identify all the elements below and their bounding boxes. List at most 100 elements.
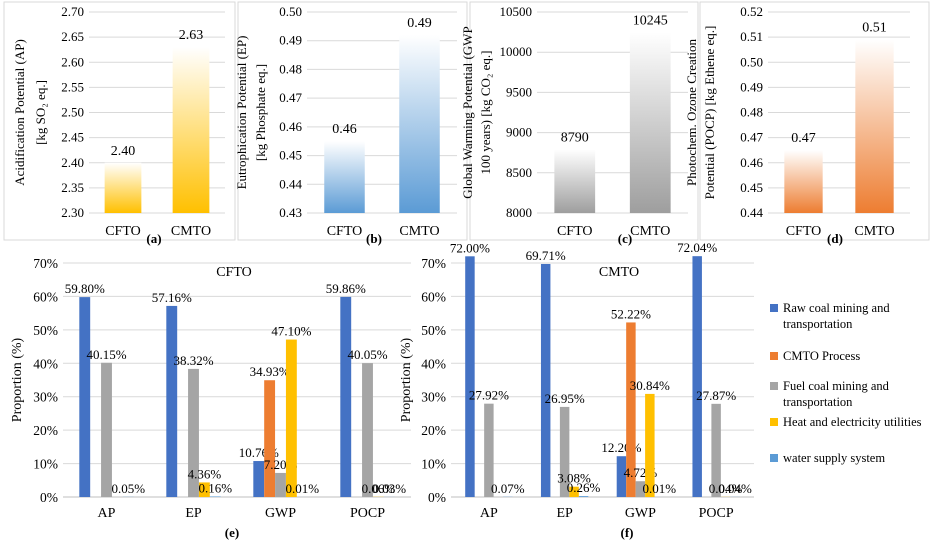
bar [629, 32, 671, 213]
x-tick-label: POCP [699, 506, 734, 521]
bar [362, 363, 373, 497]
y-axis-title: [kg SO₂ eq.] [33, 80, 48, 145]
y-tick-label: 60% [421, 289, 446, 304]
panel-label: (d) [827, 231, 843, 246]
y-tick-label: 60% [33, 289, 58, 304]
data-label: 0.07% [491, 481, 525, 496]
legend-swatch-raw-coal [770, 304, 778, 312]
legend-swatch-water-supply [770, 454, 778, 462]
data-label: 40.05% [347, 347, 387, 362]
bar [484, 403, 494, 497]
y-tick-label: 2.30 [61, 205, 84, 220]
legend-item-fuel-coal: Fuel coal mining and transportation [770, 378, 942, 414]
y-tick-label: 20% [33, 423, 58, 438]
bar [692, 256, 702, 497]
y-tick-label: 0.45 [279, 148, 302, 163]
panel-frame [237, 1, 468, 241]
y-axis-title: Proportion (%) [10, 337, 25, 422]
y-tick-label: 30% [421, 390, 446, 405]
x-tick-label: AP [98, 506, 116, 521]
data-label: 59.80% [65, 281, 105, 296]
legend-swatch-cmto-process [770, 352, 778, 360]
bar [324, 141, 365, 213]
legend-label-heat-electricity: Heat and electricity utilities [783, 415, 922, 429]
legend-item-water-supply: water supply system [770, 450, 942, 468]
x-tick-label: CFTO [105, 224, 141, 239]
y-tick-label: 0.46 [740, 155, 763, 170]
legend-swatch-heat-electricity [770, 418, 778, 426]
bar [172, 47, 210, 213]
chart-f: 0% 10% 20% 30% 40% 50% 60% 70% 72.00% 27.92% 0.07%… [399, 240, 754, 540]
x-tick-label: CMTO [854, 224, 894, 239]
y-tick-label: 30% [33, 390, 58, 405]
data-label: 10245 [633, 14, 668, 29]
y-tick-label: 2.65 [61, 29, 84, 44]
y-tick-label: 0.46 [279, 119, 302, 134]
data-label: 2.63 [179, 28, 204, 43]
panel-label: (b) [366, 231, 382, 246]
legend-item-raw-coal: Raw coal mining and transportation [770, 300, 942, 348]
x-tick-label: CFTO [786, 224, 822, 239]
y-axis-title: Global Warming Potential (GWP [460, 26, 475, 198]
data-label: 0.01% [643, 481, 677, 496]
y-tick-label: 0.50 [279, 4, 302, 19]
data-label: 47.10% [271, 324, 311, 339]
y-axis-title: Proportion (%) [399, 337, 414, 422]
bar [264, 380, 276, 497]
y-tick-label: 0.47 [279, 90, 302, 105]
y-tick-label: 0.50 [740, 54, 763, 69]
bar [559, 406, 570, 497]
data-label: 0.46 [332, 122, 357, 137]
x-tick-label: GWP [625, 506, 656, 521]
y-tick-label: 2.40 [61, 155, 84, 170]
data-label: 57.16% [152, 290, 192, 305]
bar [578, 496, 589, 497]
y-tick-label: 70% [421, 256, 446, 271]
bar [104, 162, 142, 213]
y-tick-label: 0.48 [740, 105, 763, 120]
data-label: 0.04% [718, 481, 752, 496]
bar [635, 481, 646, 497]
y-tick-label: 2.70 [61, 4, 84, 19]
y-tick-label: 0.52 [740, 4, 763, 19]
y-tick-label: 0.49 [740, 79, 763, 94]
bar [540, 263, 551, 497]
y-tick-label: 10% [33, 457, 58, 472]
legend-swatch-fuel-coal [770, 382, 778, 390]
panel-label: (f) [621, 525, 634, 540]
y-axis-title: Eutrophication Potential (EP) [234, 36, 249, 190]
y-tick-label: 10% [421, 457, 446, 472]
bar [465, 256, 475, 497]
data-label: 26.95% [545, 391, 585, 406]
y-tick-label: 2.55 [61, 79, 84, 94]
data-label: 0.01% [285, 481, 319, 496]
x-tick-label: POCP [350, 506, 385, 521]
data-label: 72.04% [677, 240, 717, 255]
legend: Raw coal mining and transportation CMTO … [770, 300, 942, 468]
panel-label: (e) [225, 525, 239, 540]
bar [198, 482, 210, 497]
bar [784, 150, 823, 213]
legend-item-heat-electricity: Heat and electricity utilities [770, 414, 942, 450]
y-tick-label: 8500 [506, 165, 532, 180]
data-label: 72.00% [450, 240, 490, 255]
data-label: 4.36% [188, 466, 222, 481]
chart-e: 0% 10% 20% 30% 40% 50% 60% 70% 59.80% 40.15% 0.05%… [10, 256, 411, 540]
data-label: 40.15% [86, 347, 126, 362]
y-tick-label: 0% [428, 490, 446, 505]
data-label: 69.71% [526, 248, 566, 263]
y-tick-label: 0.44 [279, 176, 302, 191]
bar [626, 322, 636, 497]
panel-frame [469, 1, 699, 241]
y-axis-title: Potential (POCP) [kg Ethene eq.] [702, 26, 717, 200]
y-axis-title: [kg Phosphate eq.] [253, 64, 268, 161]
x-tick-label: CFTO [327, 224, 363, 239]
data-label: 0.51 [862, 21, 887, 36]
y-tick-label: 2.60 [61, 54, 84, 69]
x-tick-label: AP [480, 506, 498, 521]
panel-frame [3, 1, 236, 241]
y-tick-label: 0.43 [279, 205, 302, 220]
bar [340, 296, 352, 497]
data-label: 8790 [561, 130, 589, 145]
data-label: 27.87% [696, 388, 736, 403]
